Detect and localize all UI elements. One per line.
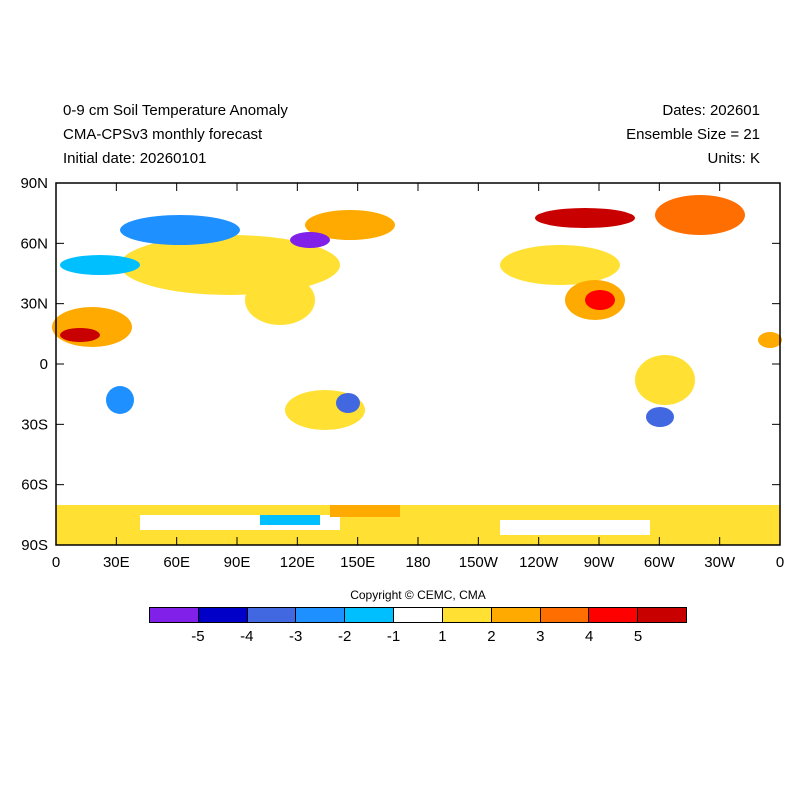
colorbar-label: 3 xyxy=(536,628,545,645)
southern-africa-cool xyxy=(106,386,134,414)
colorbar-label: -1 xyxy=(386,628,401,645)
colorbar-label: -3 xyxy=(289,628,303,645)
lat-label: 30N xyxy=(20,296,48,313)
colorbar-swatch xyxy=(345,608,395,622)
colorbar-swatch xyxy=(296,608,346,622)
lon-label: 150W xyxy=(459,554,499,571)
central-siberia-cold xyxy=(290,232,330,248)
west-siberia-cool xyxy=(120,215,240,245)
east-australia-cool xyxy=(336,393,360,413)
colorbar-swatch xyxy=(198,608,248,622)
china-warm xyxy=(245,275,315,325)
us-hot-core xyxy=(585,290,615,310)
lon-label: 0 xyxy=(52,554,60,571)
sahara-warm xyxy=(52,307,132,347)
lon-label: 0 xyxy=(776,554,784,571)
ensemble-size-label: Ensemble Size = 21 xyxy=(626,126,760,143)
lat-label: 60N xyxy=(20,235,48,252)
units-label: Units: K xyxy=(707,150,760,167)
lon-label: 90E xyxy=(224,554,251,571)
sahara-hot-core xyxy=(60,328,100,342)
lon-label: 150E xyxy=(340,554,375,571)
east-siberia-warm xyxy=(305,210,395,240)
colorbar-label: 5 xyxy=(633,628,643,645)
colorbar-swatch xyxy=(638,608,686,622)
colorbar-label: -4 xyxy=(240,628,254,645)
west-africa-warm xyxy=(758,332,782,348)
lat-label: 60S xyxy=(21,477,48,494)
colorbar-swatch xyxy=(150,608,199,622)
lon-label: 90W xyxy=(584,554,616,571)
lon-label: 30W xyxy=(704,554,736,571)
lat-label: 90N xyxy=(20,175,48,192)
antarctica-warm-patch xyxy=(330,505,400,517)
colorbar-label: 2 xyxy=(487,628,496,645)
south-america-warm xyxy=(635,355,695,405)
arctic-canada-hot xyxy=(535,208,635,228)
colorbar-swatch xyxy=(491,608,541,622)
colorbar-label: -2 xyxy=(337,628,352,645)
colorbar xyxy=(149,607,687,623)
title-line-3: Initial date: 20260101 xyxy=(63,150,207,167)
south-brazil-cool xyxy=(646,407,674,427)
lat-label: 0 xyxy=(40,356,48,373)
antarctica-cool-patch xyxy=(260,515,320,525)
lon-label: 30E xyxy=(103,554,130,571)
title-line-1: 0-9 cm Soil Temperature Anomaly xyxy=(63,102,288,119)
colorbar-swatch xyxy=(394,608,443,622)
antarctica-neutral xyxy=(500,520,650,535)
lon-label: 60W xyxy=(644,554,676,571)
lon-label: 120W xyxy=(519,554,559,571)
colorbar-swatch xyxy=(540,608,590,622)
lon-label: 180 xyxy=(405,554,430,571)
greenland-warm xyxy=(655,195,745,235)
lat-label: 30S xyxy=(21,416,48,433)
lon-label: 120E xyxy=(280,554,315,571)
lat-label: 90S xyxy=(21,537,48,554)
title-line-2: CMA-CPSv3 monthly forecast xyxy=(63,126,263,143)
europe-cool xyxy=(60,255,140,275)
colorbar-swatch xyxy=(247,608,297,622)
north-america-warm xyxy=(500,245,620,285)
dates-label: Dates: 202601 xyxy=(662,102,760,119)
lon-label: 60E xyxy=(163,554,190,571)
colorbar-swatch xyxy=(442,608,492,622)
copyright-label: Copyright © CEMC, CMA xyxy=(350,588,486,602)
colorbar-swatch xyxy=(589,608,639,622)
colorbar-label: -5 xyxy=(191,628,205,645)
colorbar-label: 4 xyxy=(585,628,594,645)
colorbar-label: 1 xyxy=(438,628,447,645)
